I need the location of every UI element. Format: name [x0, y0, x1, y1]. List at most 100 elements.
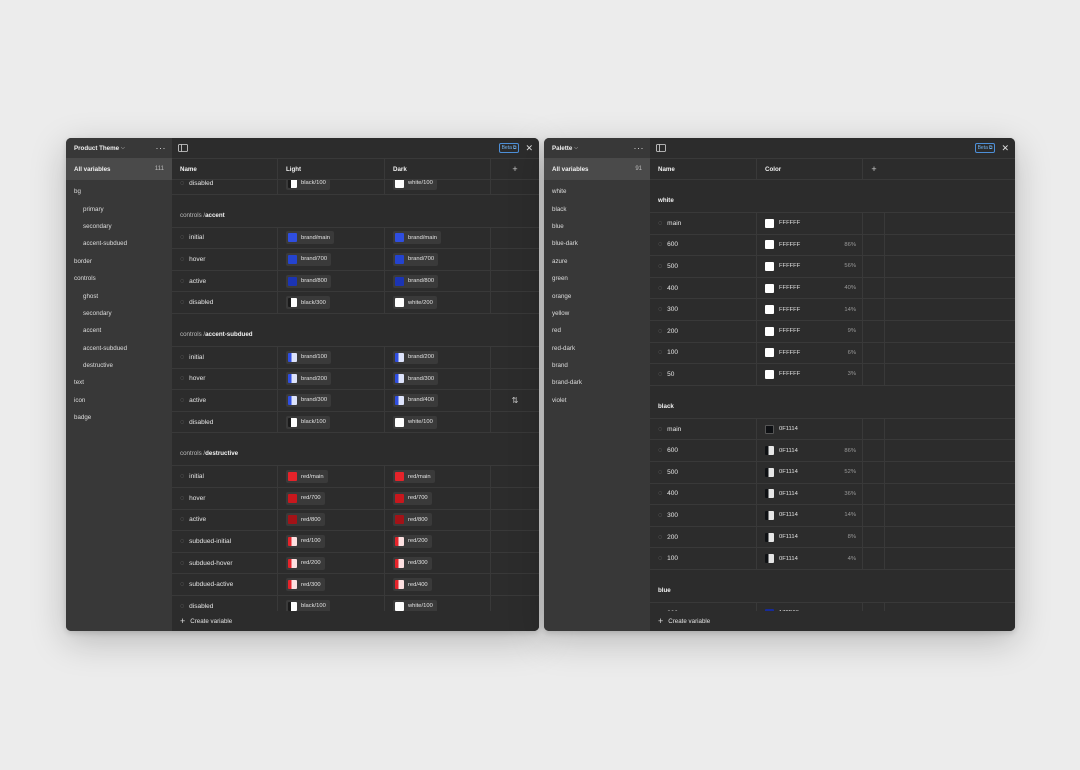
- table-row[interactable]: ◌ hover brand/700 brand/700: [172, 249, 539, 271]
- table-row[interactable]: ◌ hover red/700 red/700: [172, 487, 539, 510]
- color-value[interactable]: 172B99: [765, 608, 862, 611]
- table-row[interactable]: ◌ active red/800 red/800: [172, 509, 539, 532]
- table-row[interactable]: ◌ disabled black/300 white/200: [172, 292, 539, 314]
- alias-pill[interactable]: brand/700: [393, 252, 439, 266]
- column-header-light[interactable]: Light: [278, 159, 385, 179]
- table-row[interactable]: ◌ initial brand/main brand/main: [172, 227, 539, 250]
- sidebar-item-violet[interactable]: violet: [552, 396, 567, 404]
- more-options-button[interactable]: ···: [155, 142, 166, 153]
- color-value[interactable]: FFFFFF 86%: [765, 240, 862, 250]
- variable-name-cell[interactable]: ◌ subdued-active: [172, 574, 278, 595]
- variable-name-cell[interactable]: ◌ disabled: [172, 292, 278, 313]
- column-header-name[interactable]: Name: [650, 159, 757, 179]
- color-value-cell[interactable]: 0F1114 52%: [757, 461, 863, 483]
- alias-pill[interactable]: brand/700: [286, 252, 332, 266]
- light-value-cell[interactable]: black/100: [278, 411, 385, 433]
- table-row[interactable]: ◌ hover brand/200 brand/300: [172, 368, 539, 391]
- table-row[interactable]: ◌ 500 FFFFFF 56%: [650, 256, 1015, 278]
- alias-pill[interactable]: brand/100: [286, 350, 332, 364]
- close-button[interactable]: ✕: [525, 142, 533, 153]
- variable-name-cell[interactable]: ◌ disabled: [172, 411, 278, 433]
- alias-pill[interactable]: red/800: [286, 513, 325, 527]
- dark-value-cell[interactable]: white/200: [385, 292, 491, 313]
- alias-pill[interactable]: brand/main: [286, 231, 335, 245]
- variable-name-cell[interactable]: ◌ subdued-initial: [172, 531, 278, 552]
- light-value-cell[interactable]: red/300: [278, 574, 385, 595]
- alias-pill[interactable]: black/300: [286, 296, 330, 310]
- dark-value-cell[interactable]: brand/200: [385, 346, 491, 368]
- color-value-cell[interactable]: FFFFFF: [757, 213, 863, 234]
- table-row[interactable]: ◌ disabled black/100 white/100: [172, 180, 539, 195]
- panel-toggle-icon[interactable]: [656, 144, 666, 152]
- light-value-cell[interactable]: red/800: [278, 509, 385, 531]
- column-header-color[interactable]: Color: [757, 159, 863, 179]
- sidebar-item-primary[interactable]: primary: [83, 205, 104, 213]
- color-value[interactable]: 0F1114 8%: [765, 532, 862, 542]
- color-value[interactable]: 0F1114: [765, 424, 862, 434]
- table-row[interactable]: ◌ active brand/300 brand/400 ⇅: [172, 390, 539, 412]
- table-row[interactable]: ◌ 400 0F1114 36%: [650, 483, 1015, 506]
- variable-name-cell[interactable]: ◌ disabled: [172, 595, 278, 611]
- color-value[interactable]: FFFFFF: [765, 218, 862, 228]
- alias-pill[interactable]: red/700: [393, 491, 432, 505]
- sidebar-item-icon[interactable]: icon: [74, 396, 86, 404]
- alias-pill[interactable]: red/300: [393, 556, 432, 570]
- sidebar-item-ghost[interactable]: ghost: [83, 292, 99, 300]
- variable-name-cell[interactable]: ◌ 200: [650, 526, 757, 548]
- variable-name-cell[interactable]: ◌ hover: [172, 487, 278, 509]
- alias-pill[interactable]: brand/800: [286, 274, 332, 288]
- table-row[interactable]: ◌ 500 0F1114 52%: [650, 461, 1015, 484]
- variable-name-cell[interactable]: ◌ 100: [650, 548, 757, 569]
- variable-name-cell[interactable]: ◌ initial: [172, 466, 278, 487]
- variable-name-cell[interactable]: ◌ 200: [650, 320, 757, 342]
- color-value-cell[interactable]: 0F1114 14%: [757, 505, 863, 526]
- alias-pill[interactable]: red/main: [286, 470, 328, 484]
- light-value-cell[interactable]: brand/700: [278, 249, 385, 270]
- color-value-cell[interactable]: 0F1114 4%: [757, 548, 863, 569]
- add-mode-button[interactable]: +: [871, 164, 877, 174]
- table-row[interactable]: ◌ subdued-initial red/100 red/200: [172, 531, 539, 553]
- color-value[interactable]: FFFFFF 40%: [765, 283, 862, 293]
- dark-value-cell[interactable]: brand/300: [385, 368, 491, 390]
- panel-toggle-icon[interactable]: [178, 144, 188, 152]
- table-row[interactable]: ◌ 50 FFFFFF 3%: [650, 364, 1015, 386]
- alias-pill[interactable]: red/700: [286, 491, 325, 505]
- light-value-cell[interactable]: red/100: [278, 531, 385, 552]
- color-value-cell[interactable]: FFFFFF 6%: [757, 342, 863, 364]
- alias-pill[interactable]: red/800: [393, 513, 432, 527]
- beta-badge[interactable]: Beta ⧉: [498, 143, 520, 153]
- color-value[interactable]: 0F1114 36%: [765, 489, 862, 499]
- all-variables-item[interactable]: All variables 111: [66, 158, 172, 180]
- dark-value-cell[interactable]: white/100: [385, 411, 491, 433]
- color-value[interactable]: 0F1114 52%: [765, 467, 862, 477]
- dark-value-cell[interactable]: red/700: [385, 487, 491, 509]
- sidebar-item-badge[interactable]: badge: [74, 414, 92, 422]
- sidebar-item-text[interactable]: text: [74, 379, 84, 387]
- alias-pill[interactable]: brand/400: [393, 393, 439, 407]
- color-value-cell[interactable]: FFFFFF 40%: [757, 277, 863, 299]
- sidebar-item-black[interactable]: black: [552, 205, 567, 213]
- light-value-cell[interactable]: black/300: [278, 292, 385, 313]
- sidebar-item-controls[interactable]: controls: [74, 275, 96, 283]
- variable-name-cell[interactable]: ◌ 300: [650, 505, 757, 526]
- sidebar-item-accent[interactable]: accent: [83, 327, 102, 335]
- alias-pill[interactable]: brand/main: [393, 231, 442, 245]
- sidebar-item-bg[interactable]: bg: [74, 188, 81, 196]
- color-value-cell[interactable]: FFFFFF 86%: [757, 234, 863, 256]
- table-row[interactable]: ◌ 100 0F1114 4%: [650, 548, 1015, 570]
- beta-badge[interactable]: Beta ⧉: [974, 143, 996, 153]
- variable-name-cell[interactable]: ◌ active: [172, 509, 278, 531]
- variable-name-cell[interactable]: ◌ main: [650, 418, 757, 440]
- sidebar-item-blue-dark[interactable]: blue-dark: [552, 240, 578, 248]
- table-row[interactable]: ◌ 800 172B99: [650, 602, 1015, 611]
- collection-title[interactable]: Palette ⌵: [552, 144, 579, 152]
- variable-name-cell[interactable]: ◌ 500: [650, 461, 757, 483]
- alias-pill[interactable]: black/100: [286, 599, 330, 611]
- sidebar-item-red[interactable]: red: [552, 327, 561, 335]
- table-row[interactable]: ◌ 600 0F1114 86%: [650, 440, 1015, 462]
- sidebar-item-azure[interactable]: azure: [552, 257, 568, 265]
- alias-pill[interactable]: red/200: [286, 556, 325, 570]
- table-row[interactable]: ◌ 100 FFFFFF 6%: [650, 342, 1015, 365]
- variable-name-cell[interactable]: ◌ 300: [650, 299, 757, 320]
- color-value-cell[interactable]: FFFFFF 9%: [757, 320, 863, 342]
